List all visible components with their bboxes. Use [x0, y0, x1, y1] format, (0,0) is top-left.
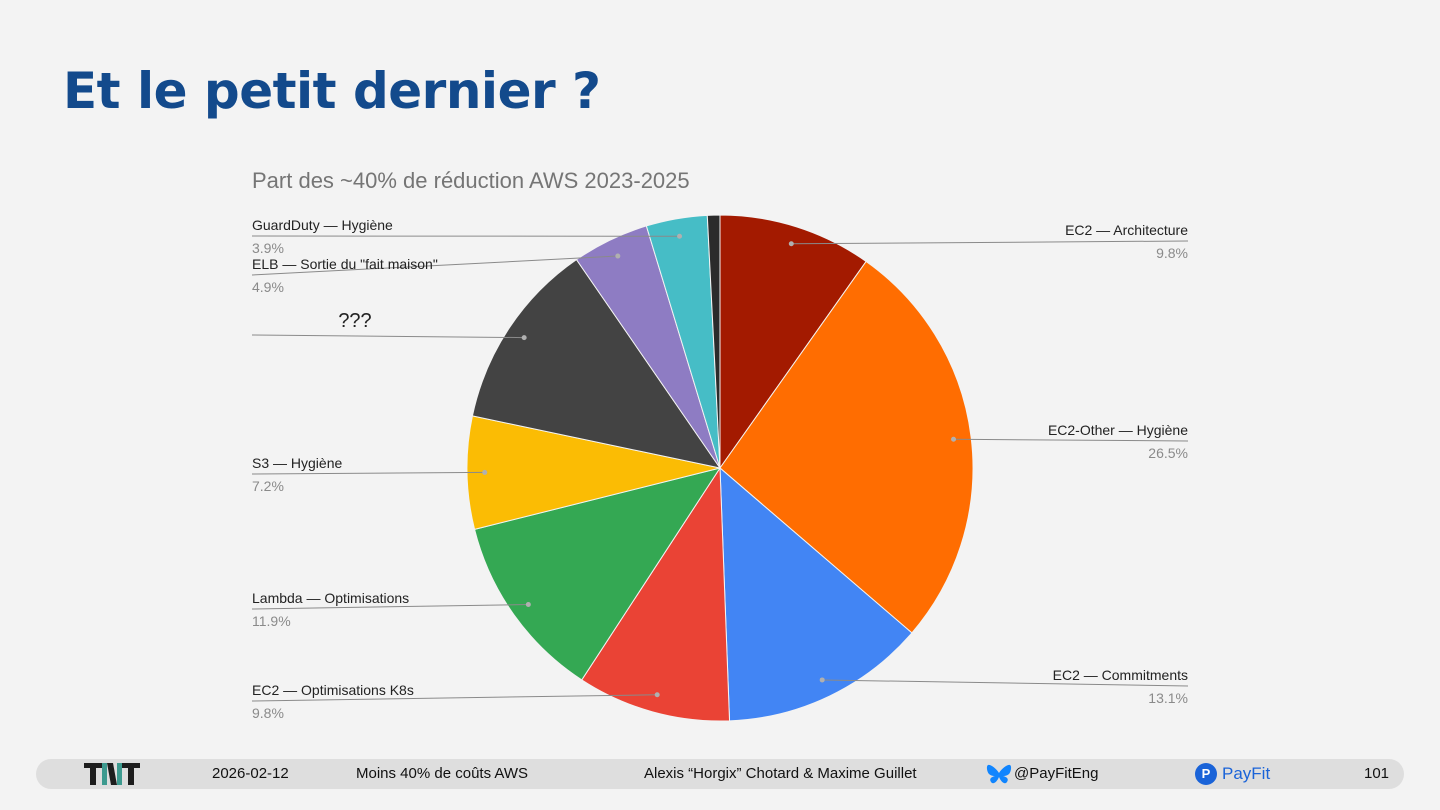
chart-title: Part des ~40% de réduction AWS 2023-2025 [252, 168, 690, 193]
footer-date: 2026-02-12 [212, 765, 289, 782]
slice-percent: 4.9% [252, 279, 284, 295]
slice-label: EC2-Other — Hygiène [1048, 422, 1188, 438]
slice-label: ELB — Sortie du "fait maison" [252, 256, 438, 272]
slice-label: ??? [338, 310, 371, 332]
bluesky-icon [986, 764, 1012, 784]
callout-dot [951, 436, 957, 442]
tnt-logo-icon [84, 763, 140, 785]
slide-title: Et le petit dernier ? [63, 62, 601, 120]
footer-brand: PayFit [1222, 764, 1271, 783]
callout-line [822, 679, 1189, 687]
slice-label: GuardDuty — Hygiène [252, 217, 393, 233]
footer-authors: Alexis “Horgix” Chotard & Maxime Guillet [644, 765, 917, 782]
callout-line [791, 240, 1189, 245]
footer-social-handle[interactable]: @PayFitEng [1014, 765, 1099, 782]
callout-line [251, 603, 529, 610]
pie-slice [471, 258, 722, 469]
callout-line [251, 694, 658, 702]
slice-label: EC2 — Architecture [1065, 222, 1188, 238]
pie-slices [466, 214, 974, 722]
slice-percent: 26.5% [1148, 445, 1188, 461]
footer-page-number: 101 [1364, 765, 1390, 782]
callout-line [953, 438, 1189, 442]
callout-dot [677, 233, 683, 239]
pie-slice [719, 260, 974, 634]
callout-dot [819, 677, 825, 683]
callout-dot [788, 241, 794, 247]
footer-bar: 2026-02-12 Moins 40% de coûts AWS Alexis… [36, 759, 1404, 789]
slice-percent: 13.1% [1148, 690, 1188, 706]
slice-percent: 9.8% [252, 705, 284, 721]
slice-percent: 3.9% [252, 240, 284, 256]
slice-label: EC2 — Commitments [1053, 667, 1188, 683]
slice-percent: 7.2% [252, 478, 284, 494]
callout-line [251, 334, 525, 339]
pie-slice [719, 466, 913, 722]
slice-label: EC2 — Optimisations K8s [252, 682, 414, 698]
callout-dot [615, 253, 621, 259]
callout-dot [521, 335, 527, 341]
slice-percent: 9.8% [1156, 245, 1188, 261]
payfit-logo-icon: P [1195, 763, 1217, 785]
callout-dot [654, 692, 660, 698]
callout-dot [482, 469, 488, 475]
callout-line [251, 255, 618, 276]
pie-callouts: EC2 — Architecture 9.8% EC2-Other — Hygièn… [251, 217, 1189, 721]
callout-line [251, 471, 485, 475]
callout-dot [525, 601, 531, 607]
footer-talk-title: Moins 40% de coûts AWS [356, 765, 529, 782]
pie-slice [719, 214, 867, 470]
slice-label: Lambda — Optimisations [252, 590, 409, 606]
pie-chart: Part des ~40% de réduction AWS 2023-2025… [251, 168, 1189, 722]
pie-slice [706, 214, 721, 469]
pie-slice [581, 466, 731, 722]
slice-label: S3 — Hygiène [252, 455, 342, 471]
pie-slice [473, 467, 722, 681]
slice-percent: 11.9% [252, 613, 291, 629]
